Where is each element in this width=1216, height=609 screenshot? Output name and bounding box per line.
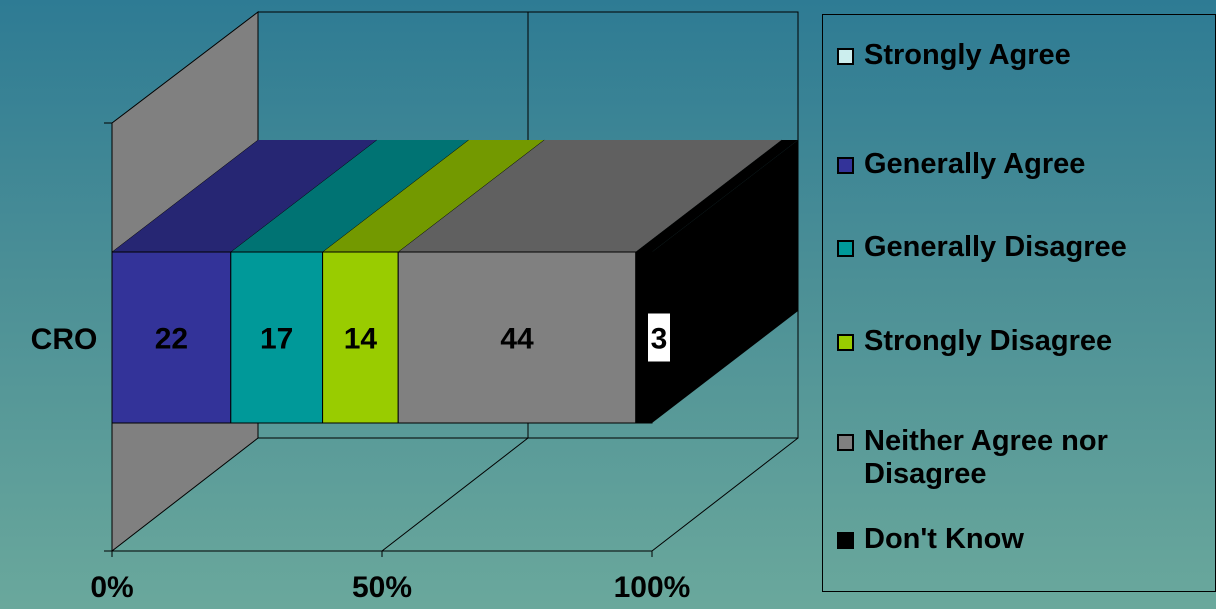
x-tick-label: 0% (90, 571, 133, 604)
legend-label: Neither Agree nor Disagree (864, 425, 1108, 490)
legend-item: Generally Disagree (837, 231, 1127, 264)
legend-swatch (837, 157, 854, 174)
bar-segment (397, 251, 637, 424)
legend-swatch (837, 434, 854, 451)
data-label-box (648, 313, 670, 362)
x-tick-label: 100% (614, 571, 691, 604)
legend-label: Don't Know (864, 523, 1024, 555)
legend-label: Strongly Disagree (864, 325, 1113, 357)
data-label: 3 (651, 323, 668, 356)
bar-segment (322, 251, 399, 424)
data-label: 17 (260, 323, 293, 356)
x-tick-label: 50% (352, 571, 412, 604)
bar-edge (230, 139, 377, 253)
legend-swatch (837, 334, 854, 351)
floor-gridline (651, 437, 799, 552)
bar-top-face (398, 140, 782, 252)
bar-edge (635, 139, 782, 253)
legend-item: Don't Know (837, 523, 1024, 556)
legend-item: Generally Agree (837, 148, 1085, 181)
bar-edge (322, 139, 469, 253)
bar-top-face (322, 140, 545, 252)
legend-label: Generally Agree (864, 148, 1086, 180)
stacked-bar-chart: 22 17 14 44 3 CRO 0% 50% 100% (31, 10, 799, 604)
bar-side-face (652, 140, 798, 423)
legend-item: Neither Agree nor Disagree (837, 425, 1194, 491)
legend-swatch (837, 240, 854, 257)
legend-swatch (837, 532, 854, 549)
bar-edge (398, 139, 545, 253)
legend-label: Strongly Agree (864, 39, 1071, 71)
category-label: CRO (31, 323, 98, 356)
floor-gridline (381, 437, 529, 552)
bar-top-face (230, 140, 469, 252)
chart-legend: Strongly Agree Generally Agree Generally… (822, 14, 1216, 592)
bar-top-face (635, 140, 798, 252)
legend-swatch (837, 48, 854, 65)
data-label: 22 (155, 323, 188, 356)
bar-edge (111, 139, 259, 253)
legend-item: Strongly Agree (837, 39, 1071, 72)
legend-item: Strongly Disagree (837, 325, 1112, 358)
data-label: 14 (344, 323, 378, 356)
bar-top-face (112, 140, 377, 252)
data-label: 44 (500, 323, 534, 356)
legend-label: Generally Disagree (864, 231, 1127, 263)
